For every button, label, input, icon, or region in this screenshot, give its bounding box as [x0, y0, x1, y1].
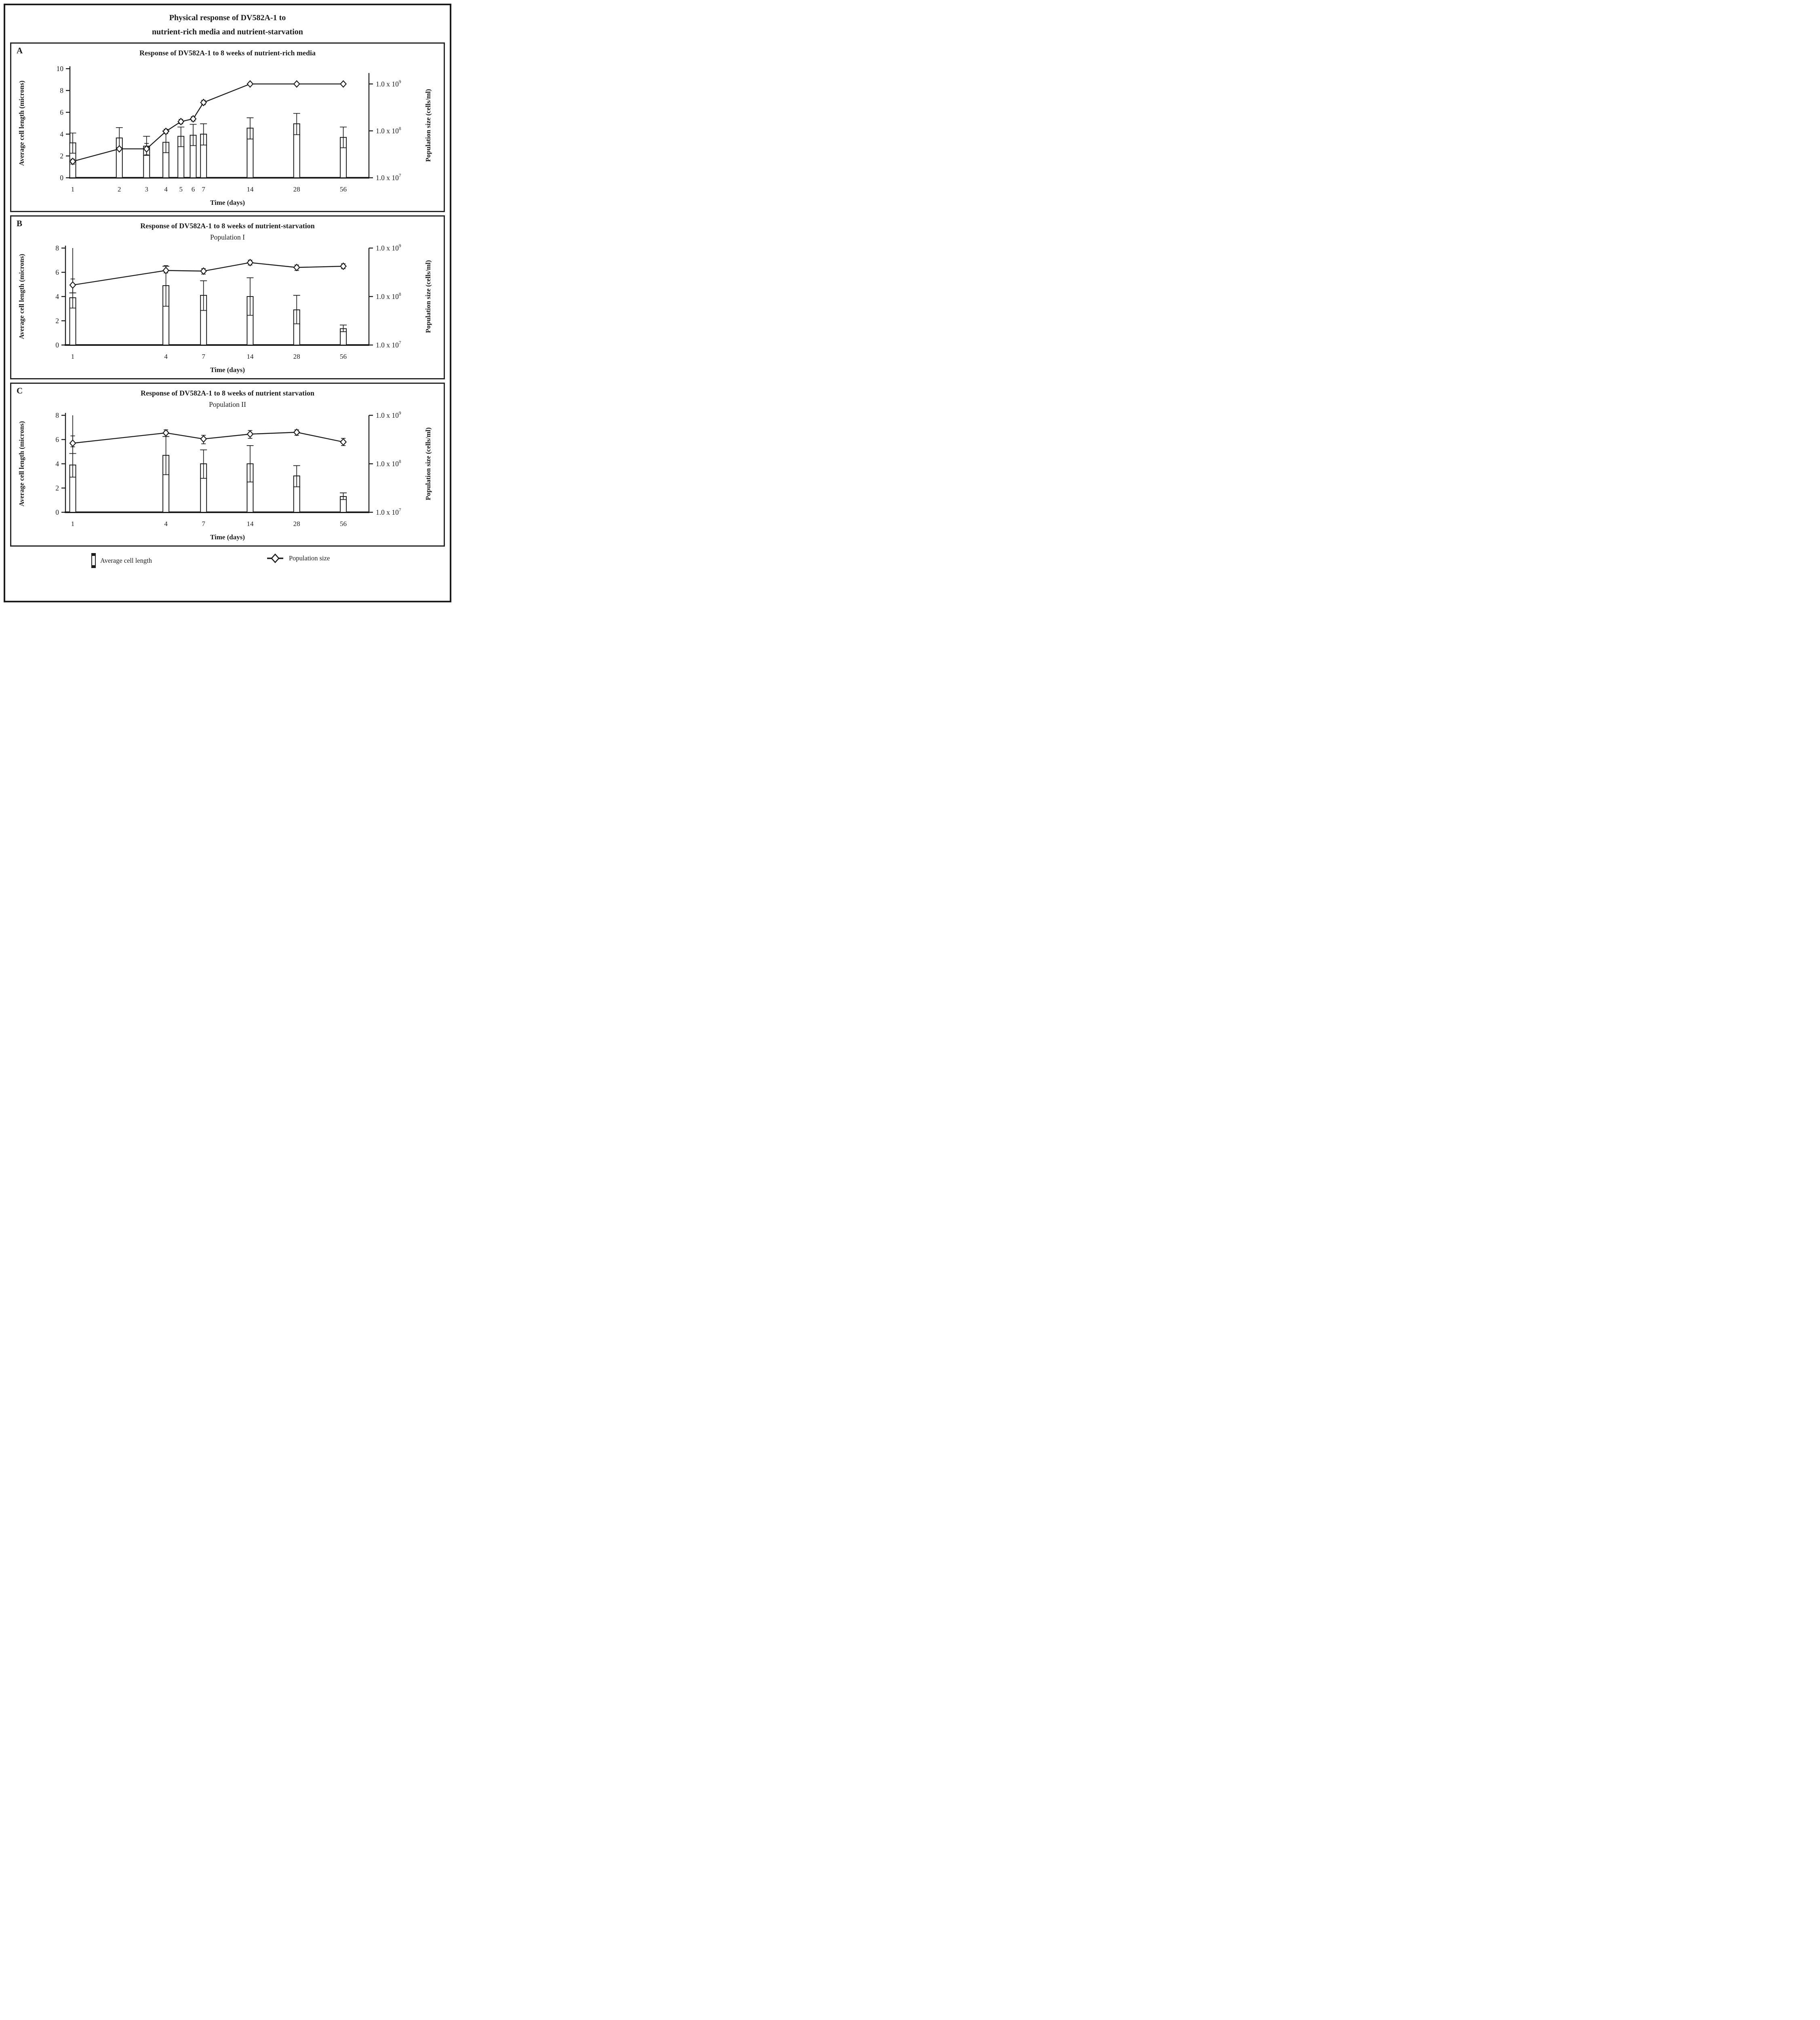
- panel-b-x-axis-title: Time (days): [210, 366, 245, 374]
- legend-population-label: Population size: [289, 554, 330, 562]
- svg-text:28: 28: [293, 185, 300, 193]
- svg-text:3: 3: [145, 185, 148, 193]
- svg-text:1.0 x 108: 1.0 x 108: [376, 126, 401, 135]
- svg-text:10: 10: [57, 65, 64, 73]
- svg-text:1: 1: [71, 185, 75, 193]
- svg-text:6: 6: [192, 185, 195, 193]
- panel-a: A Response of DV582A-1 to 8 weeks of nut…: [10, 42, 445, 212]
- panel-a-title: Response of DV582A-1 to 8 weeks of nutri…: [139, 49, 316, 57]
- panel-c-letter: C: [17, 386, 23, 396]
- figure-frame: Physical response of DV582A-1 to nutrien…: [4, 4, 451, 602]
- bar-error-bars: [69, 113, 347, 156]
- svg-text:2: 2: [60, 152, 63, 160]
- population-diamond-markers: [69, 428, 347, 447]
- y-right-axis-label: Population size (cells/ml): [424, 89, 432, 162]
- svg-text:14: 14: [246, 185, 254, 193]
- legend-item-cell-length: Average cell length: [91, 553, 152, 568]
- axes: 0 2 4 6 8 10 Average cell length (microns) 1.0 …: [18, 65, 432, 182]
- svg-text:1.0 x 107: 1.0 x 107: [376, 173, 401, 182]
- panel-c-subtitle: Population II: [209, 400, 246, 408]
- svg-text:2: 2: [118, 185, 121, 193]
- svg-text:1.0 x 109: 1.0 x 109: [376, 80, 401, 88]
- svg-text:2: 2: [55, 317, 59, 325]
- cell-length-bars: [69, 285, 347, 345]
- svg-text:2: 2: [55, 484, 59, 492]
- svg-text:0: 0: [55, 341, 59, 349]
- svg-text:1: 1: [71, 353, 75, 360]
- population-diamond-markers: [69, 80, 347, 165]
- y-left-axis-label: Average cell length (microns): [18, 80, 25, 166]
- svg-text:6: 6: [55, 268, 59, 276]
- legend-cell-length-label: Average cell length: [100, 556, 152, 564]
- population-size-line: [70, 260, 346, 293]
- figure-title: Physical response of DV582A-1 to nutrien…: [5, 11, 450, 39]
- svg-text:4: 4: [164, 520, 168, 528]
- svg-text:14: 14: [246, 520, 254, 528]
- diamond-line-icon: [267, 553, 283, 563]
- panel-c: C Response of DV582A-1 to 8 weeks of nut…: [10, 383, 445, 547]
- panel-c-title: Response of DV582A-1 to 8 weeks of nutri…: [141, 389, 314, 397]
- figure-title-line1: Physical response of DV582A-1 to: [169, 13, 286, 22]
- panel-b-subtitle: Population I: [210, 233, 245, 241]
- population-diamond-markers: [69, 259, 347, 289]
- svg-text:56: 56: [340, 520, 347, 528]
- legend-item-population: Population size: [266, 553, 330, 564]
- figure-title-line2: nutrient-rich media and nutrient-starvat…: [152, 27, 303, 36]
- panel-b: B Response of DV582A-1 to 8 weeks of nut…: [10, 215, 445, 379]
- bar-error-bars: [69, 415, 347, 500]
- svg-text:7: 7: [202, 353, 205, 360]
- svg-text:56: 56: [340, 353, 347, 360]
- x-axis-tick-labels: 1 4 7 14 28 56: [71, 353, 347, 360]
- svg-text:8: 8: [60, 86, 63, 95]
- svg-text:6: 6: [55, 436, 59, 444]
- svg-text:7: 7: [202, 185, 205, 193]
- y-right-axis-label: Population size (cells/ml): [424, 427, 432, 500]
- svg-text:8: 8: [55, 411, 59, 419]
- panel-c-x-axis-title: Time (days): [210, 533, 245, 541]
- panel-b-chart: 0 2 4 6 8 Average cell length (microns) 1.0 x …: [18, 244, 432, 360]
- bar-swatch-icon: [91, 553, 96, 568]
- svg-text:4: 4: [164, 353, 168, 360]
- svg-text:0: 0: [60, 174, 63, 182]
- svg-text:4: 4: [55, 460, 59, 468]
- axes: 0 2 4 6 8 Average cell length (microns) 1.0 x …: [18, 411, 432, 516]
- svg-text:1.0 x 108: 1.0 x 108: [376, 459, 401, 468]
- svg-text:14: 14: [246, 353, 254, 360]
- x-axis-tick-labels: 1 4 7 14 28 56: [71, 520, 347, 528]
- svg-text:1.0 x 107: 1.0 x 107: [376, 341, 401, 349]
- svg-text:28: 28: [293, 520, 300, 528]
- svg-text:1.0 x 109: 1.0 x 109: [376, 244, 401, 252]
- panel-b-letter: B: [17, 219, 23, 228]
- y-right-axis-label: Population size (cells/ml): [424, 260, 432, 333]
- svg-text:7: 7: [202, 520, 205, 528]
- bar-error-bars: [69, 248, 347, 332]
- svg-text:0: 0: [55, 508, 59, 516]
- y-left-axis-label: Average cell length (microns): [18, 421, 25, 506]
- svg-text:1.0 x 109: 1.0 x 109: [376, 411, 401, 419]
- svg-text:4: 4: [60, 130, 63, 138]
- svg-text:1.0 x 107: 1.0 x 107: [376, 508, 401, 516]
- panel-b-title: Response of DV582A-1 to 8 weeks of nutri…: [140, 222, 315, 230]
- svg-text:28: 28: [293, 353, 300, 360]
- panel-a-x-axis-title: Time (days): [210, 199, 245, 206]
- panel-a-chart: 0 2 4 6 8 10 Average cell length (microns) 1.0 …: [18, 65, 432, 193]
- y-left-axis-label: Average cell length (microns): [18, 254, 25, 339]
- axes: 0 2 4 6 8 Average cell length (microns) 1.0 x …: [18, 244, 432, 349]
- figure-legend: Average cell length Population size: [5, 551, 450, 574]
- svg-text:5: 5: [179, 185, 183, 193]
- svg-text:1.0 x 108: 1.0 x 108: [376, 292, 401, 301]
- svg-text:6: 6: [60, 108, 63, 116]
- svg-text:8: 8: [55, 244, 59, 252]
- population-size-line: [70, 429, 346, 447]
- x-axis-tick-labels: 1 2 3 4 5 6 7 14 28 56: [71, 185, 347, 193]
- panel-a-letter: A: [17, 46, 23, 55]
- panel-c-chart: 0 2 4 6 8 Average cell length (microns) 1.0 x …: [18, 411, 432, 528]
- svg-text:4: 4: [55, 292, 59, 301]
- svg-text:56: 56: [340, 185, 347, 193]
- svg-text:1: 1: [71, 520, 75, 528]
- cell-length-bars: [69, 455, 347, 513]
- svg-text:4: 4: [164, 185, 168, 193]
